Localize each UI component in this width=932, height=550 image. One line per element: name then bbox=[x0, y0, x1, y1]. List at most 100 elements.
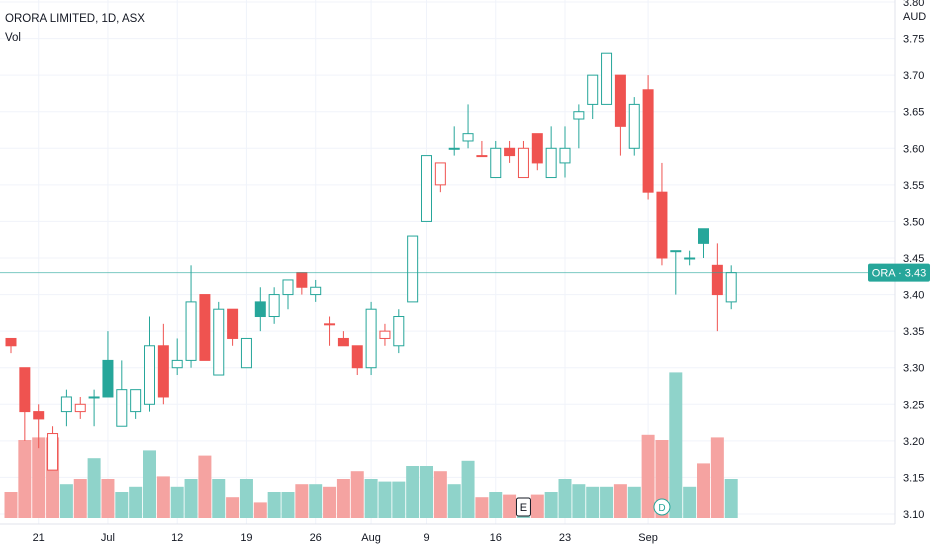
volume-bar bbox=[530, 494, 544, 518]
candle-body bbox=[88, 396, 100, 399]
candle-body bbox=[434, 162, 446, 186]
volume-label[interactable]: Vol bbox=[5, 32, 21, 44]
candle-body bbox=[185, 301, 197, 361]
candle-body bbox=[642, 89, 654, 193]
volume-bar bbox=[461, 460, 475, 518]
candle-body bbox=[365, 308, 377, 369]
candle-body bbox=[448, 147, 460, 150]
volume-bar bbox=[115, 492, 129, 518]
y-tick-label: 3.65 bbox=[903, 107, 924, 119]
candle-body bbox=[171, 359, 183, 369]
y-tick-label: 3.20 bbox=[903, 436, 924, 448]
volume-bar bbox=[724, 479, 738, 518]
symbol-title[interactable]: ORORA LIMITED, 1D, ASX bbox=[5, 13, 145, 25]
candle-body bbox=[268, 294, 280, 318]
candle-body bbox=[33, 411, 45, 420]
candle-body bbox=[670, 250, 682, 253]
y-tick-label: 3.35 bbox=[903, 326, 924, 338]
volume-bar bbox=[655, 440, 669, 518]
volume-bar bbox=[710, 437, 724, 518]
candle-body bbox=[296, 272, 308, 288]
volume-bar bbox=[87, 458, 101, 518]
candle-body bbox=[227, 308, 239, 339]
volume-bar bbox=[572, 484, 586, 518]
volume-bar bbox=[129, 486, 143, 518]
candle-body bbox=[60, 396, 72, 413]
volume-bar bbox=[600, 486, 614, 518]
candle-body bbox=[601, 52, 613, 105]
volume-bar bbox=[198, 455, 212, 518]
volume-bar bbox=[558, 479, 572, 518]
x-tick-label: Sep bbox=[638, 532, 658, 544]
y-tick-label: 3.60 bbox=[903, 143, 924, 155]
candle-body bbox=[407, 235, 419, 303]
candle-body bbox=[628, 103, 640, 149]
volume-bar bbox=[350, 471, 364, 518]
candle-body bbox=[47, 433, 59, 471]
candle-body bbox=[725, 272, 737, 303]
volume-bar bbox=[420, 466, 433, 518]
volume-bar bbox=[475, 497, 489, 518]
candle-body bbox=[587, 74, 599, 105]
y-tick-label: 3.25 bbox=[903, 399, 924, 411]
volume-bar bbox=[697, 463, 710, 518]
x-tick-label: 21 bbox=[33, 532, 45, 544]
candle-body bbox=[698, 228, 709, 244]
x-tick-label: 23 bbox=[559, 532, 571, 544]
candle-body bbox=[240, 337, 252, 369]
candle-body bbox=[74, 403, 86, 413]
candle-body bbox=[157, 345, 169, 398]
candle-body bbox=[656, 191, 668, 259]
volume-bar bbox=[295, 484, 309, 518]
x-tick-label: 26 bbox=[310, 532, 322, 544]
candle-body bbox=[130, 389, 142, 413]
volume-bar bbox=[59, 484, 73, 518]
x-tick-label: 19 bbox=[240, 532, 252, 544]
price-tag-text: ORA · 3.43 bbox=[872, 268, 926, 280]
volume-bar bbox=[669, 372, 683, 518]
candle-body bbox=[517, 147, 529, 179]
candle-body bbox=[254, 301, 266, 318]
candle-body bbox=[5, 337, 17, 347]
volume-bar bbox=[406, 466, 420, 518]
x-tick-label: 9 bbox=[423, 532, 429, 544]
y-tick-label: 3.70 bbox=[903, 70, 924, 82]
volume-bar bbox=[239, 479, 253, 518]
volume-bar bbox=[683, 486, 697, 518]
candle-body bbox=[711, 264, 723, 296]
candle-body bbox=[199, 294, 211, 361]
dividend-marker bbox=[653, 498, 671, 516]
volume-bar bbox=[101, 479, 115, 518]
y-tick-label: 3.10 bbox=[903, 509, 924, 521]
candle-body bbox=[282, 279, 294, 296]
volume-bar bbox=[544, 492, 558, 518]
volume-bar bbox=[184, 479, 198, 518]
y-tick-label: 3.30 bbox=[903, 363, 924, 375]
price-tag bbox=[868, 263, 930, 282]
volume-bar bbox=[586, 486, 600, 518]
candle-body bbox=[213, 308, 225, 376]
volume-bar bbox=[392, 481, 406, 518]
volume-bar bbox=[267, 492, 281, 518]
volume-bar bbox=[18, 440, 32, 518]
candle-body bbox=[614, 74, 626, 127]
y-tick-label: 3.55 bbox=[903, 180, 924, 192]
volume-bar bbox=[378, 481, 392, 518]
volume-bar bbox=[336, 479, 350, 518]
candle-body bbox=[684, 257, 696, 260]
candle-body bbox=[393, 316, 405, 347]
candle-body bbox=[19, 367, 31, 413]
x-tick-label: 16 bbox=[490, 532, 502, 544]
volume-bar bbox=[281, 492, 295, 518]
volume-bar bbox=[73, 479, 87, 518]
y-tick-label: 3.45 bbox=[903, 253, 924, 265]
volume-bar bbox=[32, 437, 46, 518]
volume-bar bbox=[613, 484, 627, 518]
x-tick-label: 12 bbox=[171, 532, 183, 544]
candle-body bbox=[310, 286, 322, 296]
volume-bar bbox=[156, 476, 170, 518]
candle-body bbox=[116, 389, 128, 427]
volume-bar bbox=[447, 484, 461, 518]
earnings-marker bbox=[515, 497, 531, 517]
